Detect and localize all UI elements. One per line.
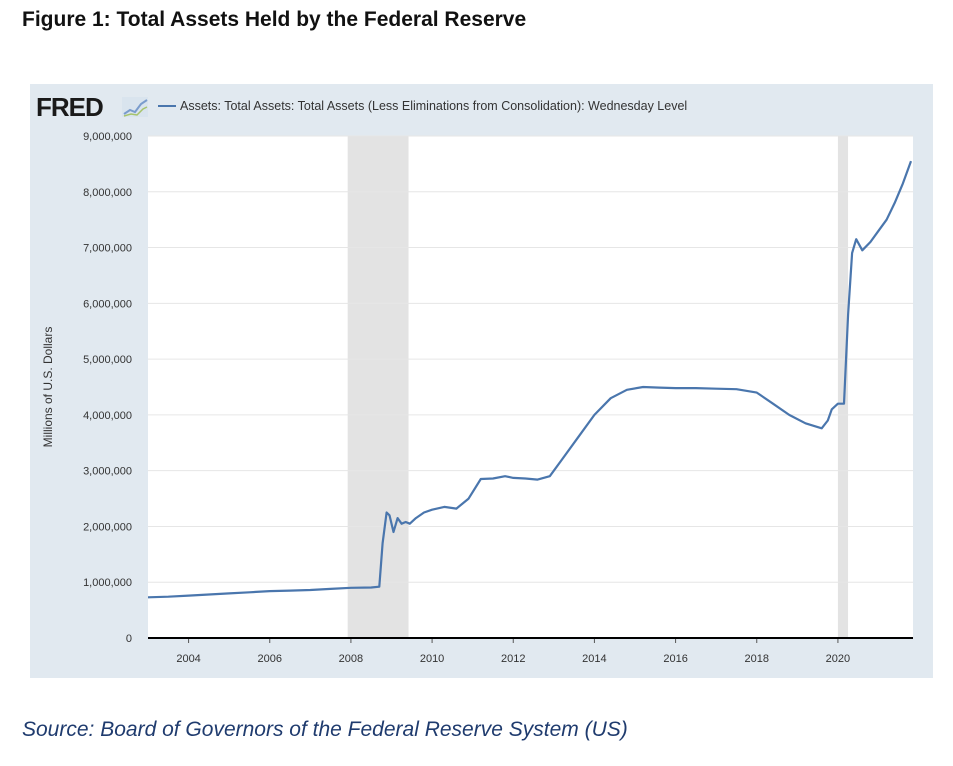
y-tick-labels: 0 1,000,000 2,000,000 3,000,000 4,000,000 5,0… <box>83 131 132 645</box>
x-tick-label: 2016 <box>663 653 687 665</box>
y-tick-label: 5,000,000 <box>83 354 132 366</box>
grid-lines <box>148 135 913 583</box>
chart-svg: FRED Assets: Total Assets: Total Assets … <box>36 92 913 665</box>
legend: Assets: Total Assets: Total Assets (Less… <box>158 99 687 113</box>
x-tick-label: 2010 <box>420 653 444 665</box>
y-tick-label: 3,000,000 <box>83 466 132 478</box>
x-tick-label: 2004 <box>176 653 200 665</box>
y-tick-label: 1,000,000 <box>83 577 132 589</box>
y-tick-label: 8,000,000 <box>83 187 132 199</box>
figure-title: Figure 1: Total Assets Held by the Feder… <box>22 8 527 31</box>
fred-logo: FRED <box>36 92 148 122</box>
x-tick-labels: 2004 2006 2008 2010 2012 2014 2016 2018 2020 <box>176 638 850 665</box>
y-axis-label: Millions of U.S. Dollars <box>41 327 55 448</box>
recession-shading <box>347 136 849 638</box>
y-tick-label: 6,000,000 <box>83 298 132 310</box>
recession-band <box>837 136 849 638</box>
series-line <box>147 160 913 599</box>
x-tick-label: 2012 <box>501 653 525 665</box>
x-tick-label: 2014 <box>582 653 606 665</box>
x-tick-label: 2020 <box>826 653 850 665</box>
legend-label: Assets: Total Assets: Total Assets (Less… <box>180 99 687 113</box>
x-tick-label: 2008 <box>339 653 363 665</box>
x-tick-label: 2006 <box>258 653 282 665</box>
y-tick-label: 0 <box>126 633 132 645</box>
recession-band <box>347 136 409 638</box>
y-tick-label: 4,000,000 <box>83 410 132 422</box>
fred-graph-icon <box>122 97 148 117</box>
y-tick-label: 7,000,000 <box>83 243 132 255</box>
x-tick-label: 2018 <box>745 653 769 665</box>
plot-area <box>148 136 913 638</box>
y-tick-label: 9,000,000 <box>83 131 132 143</box>
source-caption: Source: Board of Governors of the Federa… <box>22 718 628 741</box>
fred-logo-text: FRED <box>36 92 103 122</box>
y-tick-label: 2,000,000 <box>83 521 132 533</box>
chart-panel: FRED Assets: Total Assets: Total Assets … <box>30 84 933 678</box>
